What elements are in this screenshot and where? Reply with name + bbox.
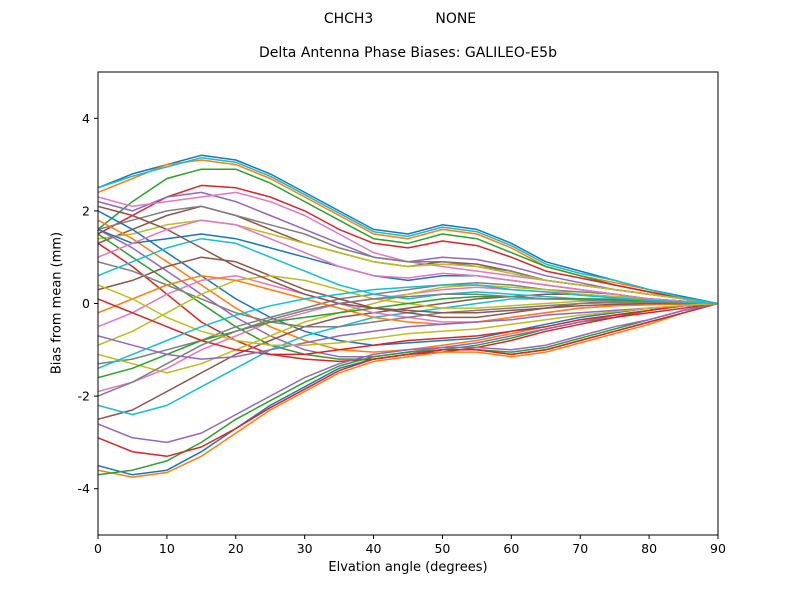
series-line [98,293,718,397]
x-tick-label: 30 [297,541,313,556]
y-tick-label: -4 [78,481,91,496]
x-tick-label: 80 [641,541,657,556]
series-line [98,261,718,328]
y-tick-label: 2 [82,203,90,218]
series-line [98,298,718,356]
x-tick-label: 60 [503,541,519,556]
y-tick-label: -2 [78,389,90,404]
series-line [98,284,718,374]
series-line [98,154,718,305]
suptitle-left: CHCH3 [323,11,374,27]
chart-title: Delta Antenna Phase Biases: GALILEO-E5b [259,45,557,61]
series-line [98,302,718,444]
series-line [98,156,718,305]
figure-suptitle: CHCH3 NONE [0,10,800,28]
suptitle-right: NONE [435,11,477,27]
series-line [98,302,718,360]
y-tick-label: 0 [82,296,90,311]
x-axis-label: Elvation angle (degrees) [328,560,488,575]
series-line [98,284,718,346]
x-tick-label: 40 [366,541,382,556]
series-line [98,302,718,476]
x-tick-label: 20 [228,541,244,556]
y-axis-label: Bias from mean (mm) [49,231,65,375]
series-line [98,274,718,326]
series-line [98,219,718,305]
series-line [98,302,718,458]
series-line [98,302,718,478]
series-line [98,205,718,314]
series-line [98,159,718,305]
x-tick-label: 10 [159,541,175,556]
series-line [98,284,718,370]
y-tick-label: 4 [82,111,90,126]
series-line [98,184,718,305]
x-tick-label: 50 [434,541,450,556]
x-tick-label: 90 [710,541,726,556]
series-line [98,219,718,353]
x-tick-label: 70 [572,541,588,556]
x-tick-label: 0 [94,541,102,556]
